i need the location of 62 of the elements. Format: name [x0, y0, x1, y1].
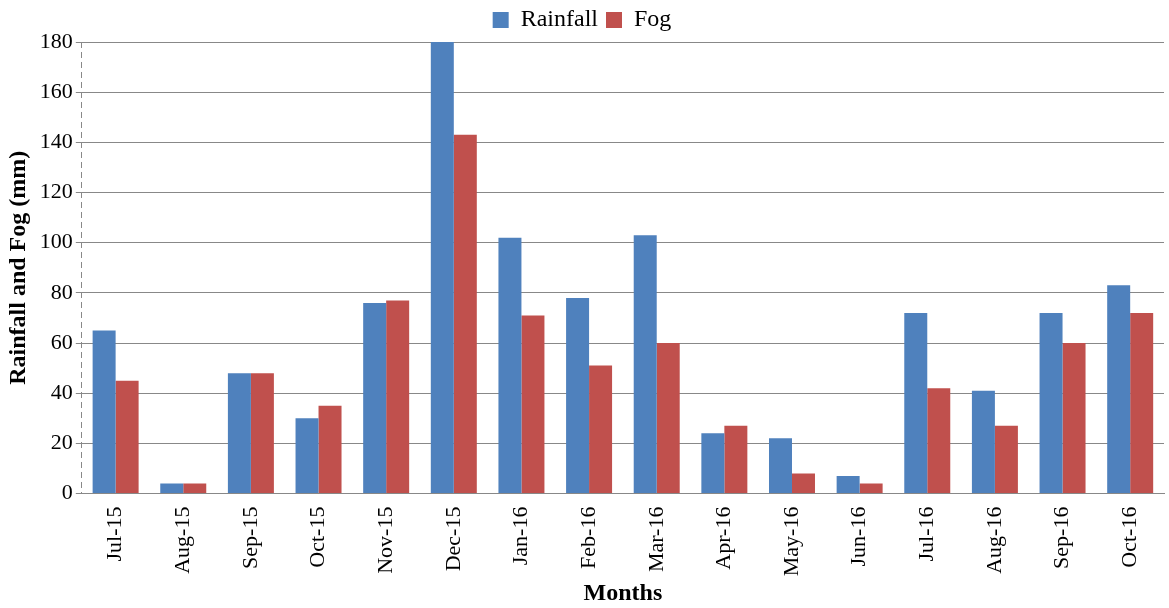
bar [115, 380, 139, 494]
y-tick-label: 140 [39, 128, 73, 154]
bar [859, 483, 883, 494]
x-tick-label: Oct-15 [304, 506, 330, 568]
x-tick-label: Apr-16 [710, 506, 736, 570]
bar [836, 475, 860, 494]
bar [1039, 312, 1063, 494]
bar [92, 330, 116, 494]
y-tick-label: 60 [50, 328, 73, 354]
bar [927, 388, 951, 494]
bar [498, 237, 522, 494]
bar [994, 425, 1018, 494]
y-tick-label: 0 [61, 479, 73, 505]
bar [430, 42, 454, 494]
y-tick-label: 20 [50, 429, 73, 455]
bar [701, 433, 725, 494]
x-tick-label: Dec-15 [439, 506, 465, 572]
legend-label: Rainfall [520, 5, 599, 32]
y-tick-label: 80 [50, 278, 73, 304]
x-tick-label: Jul-15 [101, 506, 127, 562]
x-tick-label: Aug-15 [169, 506, 195, 574]
bar [363, 302, 387, 494]
bar [633, 235, 657, 494]
x-tick-label: Jan-16 [507, 506, 533, 566]
x-tick-label: Sep-15 [236, 506, 262, 569]
x-tick-label: Oct-16 [1115, 506, 1141, 568]
bar [1107, 285, 1131, 494]
bar [227, 373, 251, 494]
bar [566, 297, 590, 494]
y-tick-label: 100 [39, 228, 73, 254]
x-tick-label: May-16 [777, 506, 803, 577]
bar [295, 418, 319, 494]
bar [386, 300, 410, 494]
y-tick-label: 120 [39, 178, 73, 204]
bar [971, 390, 995, 494]
bar [656, 343, 680, 494]
y-tick-label: 40 [50, 378, 73, 404]
x-tick-label: Jun-16 [845, 506, 871, 567]
bar [769, 438, 792, 494]
bar [904, 312, 928, 494]
x-tick-label: Aug-16 [980, 506, 1006, 574]
y-axis-title: Rainfall and Fog (mm) [3, 150, 30, 385]
bar [160, 483, 184, 494]
x-axis-title: Months [583, 578, 663, 605]
bar [791, 473, 815, 494]
bar [453, 134, 477, 494]
bar [521, 315, 545, 494]
bar [1062, 343, 1086, 494]
bar [250, 373, 274, 494]
bar [1130, 312, 1154, 494]
y-tick-label: 160 [39, 77, 73, 103]
bar [318, 405, 342, 494]
x-tick-label: Mar-16 [642, 506, 668, 573]
x-tick-label: Feb-16 [574, 506, 600, 569]
x-tick-label: Jul-16 [913, 506, 939, 562]
bar [589, 365, 613, 494]
legend-label: Fog [633, 5, 672, 32]
x-tick-label: Sep-16 [1048, 506, 1074, 569]
bar [724, 425, 748, 494]
bar [183, 483, 207, 494]
x-tick-label: Nov-15 [371, 506, 397, 574]
y-tick-label: 180 [39, 27, 73, 53]
